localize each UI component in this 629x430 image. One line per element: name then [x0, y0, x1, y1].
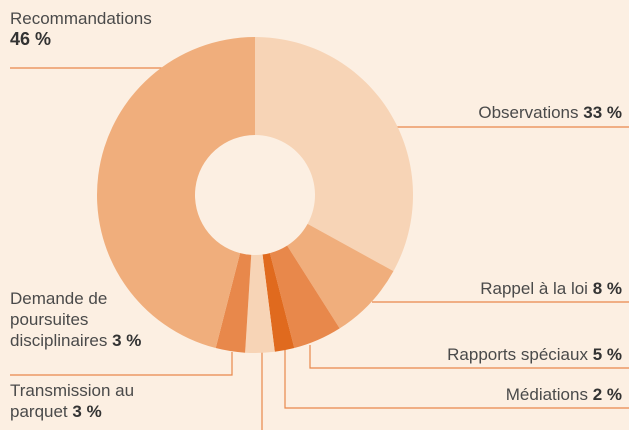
category-name: Médiations	[505, 385, 588, 404]
value-label: 8 %	[592, 279, 622, 298]
category-name: Rappel à la loi	[480, 279, 588, 298]
slice-label: Rapports spéciaux 5 %	[447, 344, 622, 365]
slice-label: Demande de poursuites disciplinaires 3 %	[10, 288, 170, 351]
category-name: Demande de poursuites disciplinaires	[10, 289, 108, 350]
value-label: 46 %	[10, 29, 52, 49]
leader-line	[284, 350, 629, 409]
value-label: 3 %	[72, 402, 102, 421]
slice-label: Transmission au parquet 3 %	[10, 380, 138, 422]
leader-lines	[10, 67, 629, 430]
value-label: 2 %	[592, 385, 622, 404]
value-label: 33 %	[583, 103, 622, 122]
value-label: 3 %	[112, 331, 142, 350]
donut-slice	[287, 223, 394, 329]
category-name: Rapports spéciaux	[447, 345, 588, 364]
donut-slice	[269, 245, 340, 349]
donut-slice	[96, 37, 256, 349]
slice-label: Rappel à la loi 8 %	[480, 278, 622, 299]
leader-line	[10, 352, 233, 376]
slice-label: Recommandations 46 %	[10, 8, 210, 50]
category-name: Transmission au parquet	[10, 381, 135, 421]
donut-slice	[262, 253, 295, 352]
donut-slice	[215, 253, 252, 353]
category-name: Recommandations	[10, 9, 152, 28]
slice-label: Observations 33 %	[478, 102, 622, 123]
donut-slice	[245, 254, 275, 354]
donut-slice	[255, 37, 413, 272]
category-name: Observations	[478, 103, 579, 122]
value-label: 5 %	[592, 345, 622, 364]
leader-line	[309, 345, 629, 369]
slice-label: Médiations 2 %	[506, 384, 622, 405]
